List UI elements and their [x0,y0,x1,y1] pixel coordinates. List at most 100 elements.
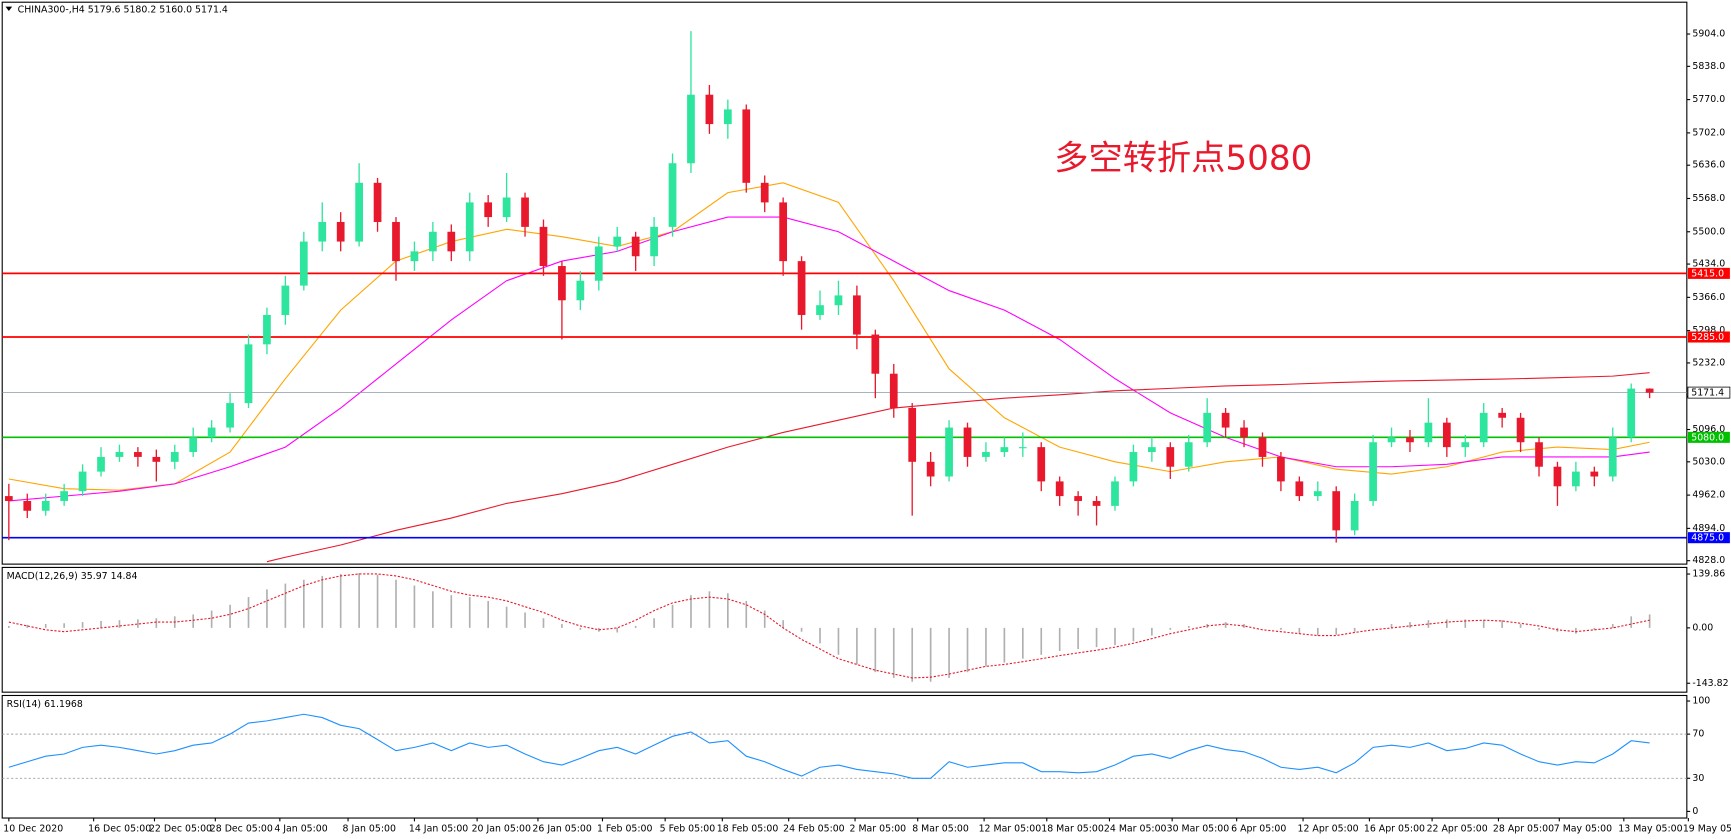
candle-body [1645,388,1654,393]
moving-average [8,182,1650,491]
candle-body [1258,437,1267,457]
x-tick-label: 22 Apr 05:00 [1427,824,1488,835]
candle-body [1406,437,1414,443]
x-tick-label: 10 Dec 2020 [3,824,63,835]
y-tick-label: 5904.0 [1692,29,1725,40]
candle-body [1572,471,1580,487]
panel-title: RSI(14) 61.1968 [7,699,83,710]
candle-body [299,241,308,286]
candle-body [963,427,972,457]
candle-body [1221,412,1230,428]
candle-body [1442,422,1451,448]
candle-body [1055,481,1064,497]
x-tick-label: 24 Feb 05:00 [783,824,845,835]
panel-frame [1,566,1688,693]
candle-body [687,94,695,164]
x-tick-label: 26 Jan 05:00 [532,824,591,835]
x-tick-label: 24 Mar 05:00 [1104,824,1167,835]
y-tick-label: 5232.0 [1692,357,1725,368]
candle-body [926,461,935,477]
candle-body [834,295,843,306]
x-tick-label: 28 Dec 05:00 [210,824,273,835]
candle-body [1498,412,1507,418]
x-tick-label: 22 Dec 05:00 [149,824,212,835]
panel-title: MACD(12,26,9) 35.97 14.84 [7,571,138,582]
panel-frame [1,1,1688,565]
candle-body [1424,422,1433,443]
candle-body [152,456,161,462]
x-tick-label: 14 Jan 05:00 [409,824,468,835]
candle-body [23,500,32,511]
current-price-label: 5171.4 [1691,388,1724,399]
y-tick-label: 100 [1692,696,1710,707]
candle-body [816,305,824,315]
candle-body [1203,412,1212,443]
candle-body [1553,466,1562,487]
candle-body [484,202,493,218]
candle-body [78,471,87,492]
x-tick-label: 7 May 05:00 [1554,824,1612,835]
candle-body [1313,491,1322,497]
candle-body [226,403,234,428]
candle-body [207,427,216,438]
candle-body [1479,412,1488,443]
y-tick-label: 4828.0 [1692,555,1725,566]
level-tag [1687,331,1730,343]
candle-body [1277,456,1285,482]
candle-body [1092,500,1101,506]
level-tag [1687,532,1730,544]
candle-body [115,452,124,457]
candle-body [60,491,69,501]
candle-body [853,295,861,335]
candle-body [1516,417,1525,443]
y-tick-label: 5434.0 [1692,259,1725,270]
x-tick-label: 12 Apr 05:00 [1298,824,1359,835]
x-tick-label: 18 Feb 05:00 [717,824,779,835]
x-tick-label: 30 Mar 05:00 [1167,824,1230,835]
y-tick-label: 5298.0 [1692,325,1725,336]
candle-body [1608,437,1617,477]
x-tick-label: 8 Jan 05:00 [343,824,396,835]
candle-body [889,373,898,408]
y-tick-label: 70 [1692,729,1704,740]
x-tick-label: 16 Apr 05:00 [1364,824,1425,835]
candle-body [613,236,622,247]
moving-average [266,372,1650,563]
candle-body [263,314,271,345]
candle-body [1350,500,1359,531]
rsi-line [8,713,1650,779]
candle-body [4,496,13,501]
candle-body [170,452,179,462]
x-tick-label: 16 Dec 05:00 [88,824,151,835]
candle-body [373,182,382,222]
candle-body [355,182,363,242]
candle-body [1111,481,1119,506]
candle-body [244,344,253,404]
candle-body [1387,437,1396,443]
candle-body [1461,442,1470,448]
x-tick-label: 18 Mar 05:00 [1041,824,1104,835]
candle-body [650,226,658,257]
y-tick-label: 5838.0 [1692,61,1725,72]
candle-body [594,246,603,281]
current-price-tag [1687,386,1731,399]
x-tick-label: 2 Mar 05:00 [850,824,907,835]
y-tick-label: 5096.0 [1692,424,1725,435]
candle-body [134,452,142,457]
candle-body [392,221,400,262]
level-tag-label: 5415.0 [1691,268,1724,279]
y-tick-label: 5702.0 [1692,127,1725,138]
x-tick-label: 20 Jan 05:00 [472,824,531,835]
candle-body [189,437,198,453]
candle-body [1535,442,1543,467]
candle-body [1590,471,1599,477]
signal-line [8,573,1650,679]
candle-body [705,94,714,125]
candle-body [465,202,474,252]
candle-body [539,226,548,267]
candle-body [631,236,640,257]
y-tick-label: 30 [1692,773,1704,784]
